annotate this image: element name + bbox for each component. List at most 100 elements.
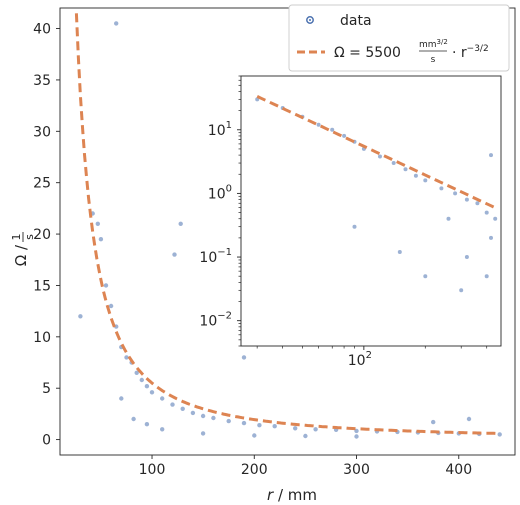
main-data-point-17 xyxy=(190,410,196,416)
main-y-tick-label-0: 0 xyxy=(42,433,51,449)
inset-data-point-15 xyxy=(464,197,469,202)
main-fit-line xyxy=(74,13,500,435)
main-data-point-11 xyxy=(139,377,144,383)
main-data-point-22 xyxy=(257,423,262,428)
main-data-point-10 xyxy=(134,370,139,375)
svg-text:Ω /: Ω / xyxy=(12,244,30,266)
inset-data-point-3 xyxy=(316,122,321,127)
main-data-point-24 xyxy=(293,426,298,431)
main-x-tick-label-400: 400 xyxy=(445,462,472,478)
main-data-point-13 xyxy=(149,390,155,395)
main-data-point-42 xyxy=(144,422,150,427)
legend-fit-den: s xyxy=(431,55,436,65)
main-data-point-4 xyxy=(103,283,109,288)
inset-data-point-25 xyxy=(489,235,493,240)
inset-data-point-20 xyxy=(397,250,402,254)
inset-data-point-17 xyxy=(484,210,489,215)
legend-fit-num-exp: 3/2 xyxy=(437,38,448,46)
inset-data-point-27 xyxy=(459,288,464,293)
main-data-point-37 xyxy=(241,355,247,360)
legend-marker-data xyxy=(306,16,314,24)
inset-data-point-13 xyxy=(439,186,444,191)
inset-data-point-14 xyxy=(453,191,458,196)
inset-data-point-8 xyxy=(378,154,382,159)
inset-data-point-4 xyxy=(330,127,335,132)
inset-data-point-22 xyxy=(446,216,451,221)
main-data-point-47 xyxy=(354,434,359,439)
main-data-point-44 xyxy=(200,431,206,436)
y-axis-var: Ω xyxy=(12,255,30,266)
main-y-tick-label-5: 5 xyxy=(42,381,51,397)
inset-data-point-16 xyxy=(475,201,480,206)
inset-data-point-18 xyxy=(493,216,498,221)
main-y-tick-label-25: 25 xyxy=(33,176,51,192)
inset-plot-area xyxy=(241,76,501,346)
inset-data-point-12 xyxy=(423,178,428,183)
legend-label-data: data xyxy=(340,13,372,29)
main-data-point-15 xyxy=(170,402,175,407)
legend-fit-rhs: · r xyxy=(452,45,467,61)
main-data-point-46 xyxy=(303,433,308,439)
legend-box xyxy=(288,4,510,72)
main-data-point-5 xyxy=(108,303,114,309)
inset-data-point-23 xyxy=(464,255,469,259)
inset-data-point-24 xyxy=(484,274,489,279)
main-data-point-0 xyxy=(78,314,83,319)
main-data-point-18 xyxy=(200,413,206,419)
main-plot-frame xyxy=(59,7,516,456)
svg-text:mm3/2: mm3/2 xyxy=(419,38,448,50)
legend-fit-lhs: Ω = 5500 xyxy=(334,45,401,61)
main-y-axis: 0 5 10 15 20 25 30 35 40 xyxy=(33,22,60,449)
inset-plot-frame xyxy=(240,75,502,347)
inset-data-point-19 xyxy=(352,224,357,229)
main-data-point-48 xyxy=(431,419,436,425)
x-axis-var: r xyxy=(267,486,274,504)
svg-text:· r−3/2: · r−3/2 xyxy=(452,44,489,61)
main-x-axis: 100 200 300 400 xyxy=(139,455,472,478)
main-data-point-8 xyxy=(124,355,129,360)
main-data-point-25 xyxy=(313,427,318,432)
main-data-point-40 xyxy=(119,396,124,401)
inset-fit-line xyxy=(256,95,495,209)
main-data-point-16 xyxy=(180,406,185,411)
inset-y-axis: 10−2 10−1 100 101 xyxy=(199,75,241,347)
inset-data-point-9 xyxy=(391,161,396,165)
inset-plot: 102 10−2 10−1 100 101 xyxy=(199,75,502,369)
main-data-point-39 xyxy=(178,221,183,226)
main-data-point-12 xyxy=(144,384,150,389)
main-y-tick-label-20: 20 xyxy=(33,227,51,243)
main-x-tick-label-200: 200 xyxy=(241,462,268,478)
main-data-point-2 xyxy=(95,221,101,226)
main-data-point-49 xyxy=(466,416,472,422)
y-axis-unit-den: s xyxy=(23,234,36,240)
main-data-point-21 xyxy=(241,420,247,426)
main-data-point-20 xyxy=(226,418,231,424)
legend-entry-fit: Ω = 5500 mm3/2 s · r−3/2 xyxy=(297,38,489,65)
main-data-point-45 xyxy=(252,433,257,438)
inset-x-axis: 102 xyxy=(256,346,488,369)
main-fit-curve xyxy=(74,13,500,435)
main-data-point-3 xyxy=(98,237,104,242)
inset-y-tick-label-0.1: 10−1 xyxy=(199,247,232,266)
main-data-point-34 xyxy=(497,432,502,437)
main-data-point-43 xyxy=(160,427,165,432)
main-data-point-41 xyxy=(131,416,136,422)
inset-data-point-26 xyxy=(489,153,493,158)
legend: data Ω = 5500 mm3/2 s · r−3/2 xyxy=(288,4,510,72)
legend-fit-num: mm xyxy=(419,40,437,50)
main-x-axis-label: r / mm xyxy=(267,486,317,504)
x-axis-unit: mm xyxy=(288,486,317,504)
main-y-tick-label-10: 10 xyxy=(33,330,51,346)
inset-fit-curve xyxy=(256,95,495,209)
main-x-tick-label-100: 100 xyxy=(139,462,166,478)
main-data-point-36 xyxy=(172,252,177,257)
inset-data-point-5 xyxy=(342,133,347,138)
svg-text:Ω = 5500: Ω = 5500 xyxy=(334,45,401,61)
inset-y-tick-label-1: 100 xyxy=(208,183,232,202)
legend-entry-data: data xyxy=(306,13,372,29)
main-y-tick-label-40: 40 xyxy=(33,22,51,38)
inset-data-point-10 xyxy=(403,167,408,172)
main-y-tick-label-30: 30 xyxy=(33,124,51,140)
inset-y-tick-label-0.01: 10−2 xyxy=(199,311,232,330)
